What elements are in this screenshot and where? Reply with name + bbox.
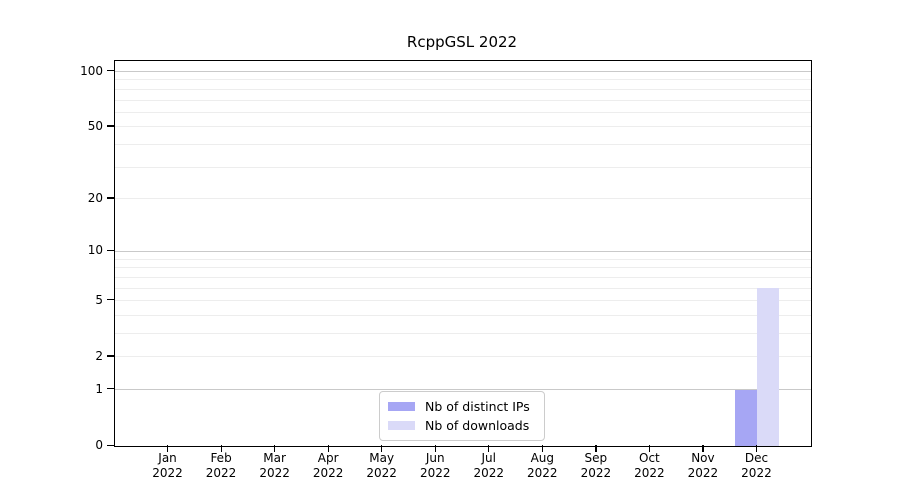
legend: Nb of distinct IPs Nb of downloads [379, 391, 545, 441]
x-tick-month: Mar [263, 451, 286, 465]
major-gridline [115, 71, 811, 72]
x-tick-mark [595, 445, 597, 452]
y-tick-mark [107, 388, 114, 390]
x-tick-year: 2022 [527, 466, 558, 480]
x-tick-label-aug: Aug 2022 [502, 451, 582, 481]
x-tick-mark [755, 445, 758, 452]
x-tick-mark [220, 445, 222, 452]
chart-title: RcppGSL 2022 [406, 33, 518, 51]
minor-gridline [115, 258, 811, 260]
x-tick-label-sep: Sep 2022 [556, 451, 636, 481]
major-gridline [115, 389, 811, 391]
x-tick-label-mar: Mar 2022 [235, 451, 315, 481]
x-tick-month: Feb [210, 451, 232, 465]
y-tick-label: 50 [87, 118, 103, 133]
x-tick-label-jun: Jun 2022 [395, 451, 475, 481]
x-tick-mark [274, 445, 276, 452]
x-tick-label-jul: Jul 2022 [449, 451, 529, 481]
x-tick-month: Jan [158, 451, 177, 465]
y-tick-label: 0 [95, 438, 103, 452]
x-tick-mark [327, 445, 329, 452]
minor-gridline [115, 79, 811, 81]
x-tick-year: 2022 [152, 466, 183, 480]
y-tick-mark [107, 125, 114, 127]
x-tick-month: Jul [481, 451, 496, 465]
x-tick-year: 2022 [473, 466, 505, 480]
x-tick-mark [648, 445, 651, 452]
y-tick-label: 2 [95, 348, 103, 363]
minor-gridline [115, 166, 811, 168]
x-tick-month: Sep [584, 451, 608, 465]
x-tick-label-may: May 2022 [342, 451, 422, 481]
x-tick-month: Oct [639, 451, 660, 465]
y-tick-mark [107, 197, 114, 199]
x-tick-month: Jun [425, 451, 445, 465]
x-tick-label-jan: Jan 2022 [128, 451, 208, 481]
minor-gridline [115, 126, 811, 128]
legend-item: Nb of downloads [388, 416, 536, 435]
minor-gridline [115, 287, 811, 289]
legend-swatch [388, 402, 415, 411]
x-tick-mark [702, 445, 704, 452]
x-tick-label-nov: Nov 2022 [663, 451, 743, 481]
y-tick-label: 20 [87, 190, 103, 205]
x-tick-label-oct: Oct 2022 [609, 451, 689, 481]
x-tick-month: Nov [691, 451, 715, 465]
minor-gridline [115, 276, 811, 278]
x-tick-mark [434, 445, 436, 452]
minor-gridline [115, 267, 811, 269]
y-tick-mark [107, 444, 114, 446]
legend-swatch [388, 421, 415, 430]
y-tick-label: 100 [80, 63, 103, 78]
x-tick-label-dec: Dec 2022 [716, 451, 796, 481]
plot-area [114, 60, 812, 447]
x-tick-year: 2022 [634, 466, 665, 480]
x-tick-year: 2022 [259, 466, 290, 480]
x-tick-year: 2022 [366, 466, 397, 480]
minor-gridline [115, 314, 811, 316]
x-tick-year: 2022 [419, 466, 451, 480]
legend-label: Nb of downloads [425, 418, 530, 433]
legend-label: Nb of distinct IPs [425, 399, 530, 414]
x-tick-month: Aug [530, 451, 555, 465]
x-tick-year: 2022 [205, 466, 237, 480]
y-tick-mark [107, 355, 114, 357]
y-tick-mark [107, 70, 114, 72]
x-tick-year: 2022 [580, 466, 612, 480]
x-tick-month: May [369, 451, 395, 465]
minor-gridline [115, 99, 811, 101]
x-tick-mark [488, 445, 490, 452]
minor-gridline [115, 333, 811, 334]
minor-gridline [115, 144, 811, 146]
x-tick-mark [381, 445, 383, 452]
minor-gridline [115, 198, 811, 200]
x-tick-label-feb: Feb 2022 [181, 451, 261, 481]
minor-gridline [115, 111, 811, 113]
x-tick-year: 2022 [741, 466, 772, 480]
y-tick-label: 1 [95, 381, 103, 396]
legend-item: Nb of distinct IPs [388, 397, 536, 416]
x-tick-month: Dec [744, 451, 769, 465]
y-tick-mark [107, 249, 114, 252]
x-tick-year: 2022 [687, 466, 719, 480]
minor-gridline [115, 356, 811, 358]
y-tick-label: 10 [87, 243, 103, 258]
y-tick-label: 5 [95, 292, 103, 307]
bar-nb-of-downloads-dec [757, 288, 780, 446]
major-gridline [115, 250, 811, 252]
minor-gridline [115, 300, 811, 302]
x-tick-year: 2022 [312, 466, 344, 480]
x-tick-mark [541, 445, 543, 452]
x-tick-label-apr: Apr 2022 [288, 451, 368, 481]
x-tick-mark [167, 445, 169, 452]
x-tick-month: Apr [317, 451, 339, 465]
bar-nb-of-distinct-ips-dec [735, 389, 758, 446]
y-tick-mark [107, 299, 114, 301]
minor-gridline [115, 88, 811, 90]
